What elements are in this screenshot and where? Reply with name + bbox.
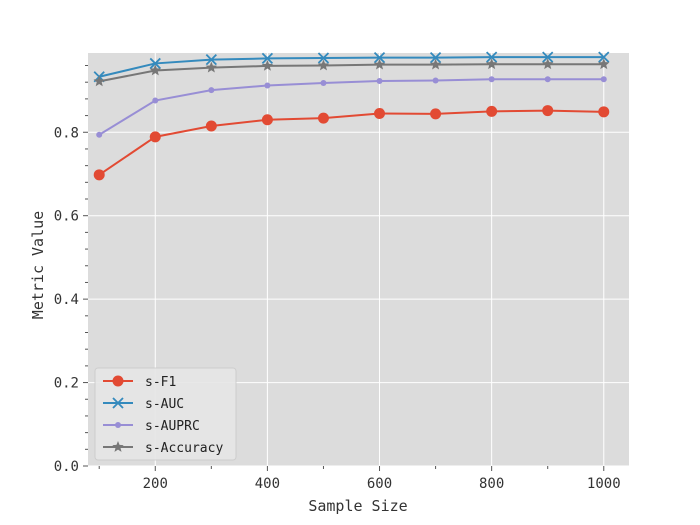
data-point — [149, 64, 161, 76]
legend-item: s-AUPRC — [103, 419, 200, 434]
legend-label: s-AUPRC — [145, 419, 200, 434]
data-point — [261, 52, 274, 65]
data-point — [264, 82, 271, 89]
x-tick-label: 1000 — [587, 476, 621, 492]
y-tick-label: 0.8 — [54, 125, 79, 141]
series-line — [98, 56, 604, 78]
data-point — [542, 58, 554, 70]
x-axis-label: Sample Size — [308, 497, 407, 515]
data-point — [598, 106, 610, 118]
data-point — [317, 52, 330, 64]
y-tick-label: 0.4 — [54, 292, 79, 308]
legend-marker — [112, 441, 124, 452]
data-point — [205, 61, 218, 73]
series-line — [98, 109, 604, 176]
legend-item: s-F1 — [103, 375, 176, 390]
data-point — [93, 169, 105, 181]
data-point — [96, 131, 103, 138]
data-point — [600, 76, 607, 83]
axis-ticks: 200 400 600 800 1000 0.0 0.2 0.4 0.6 0.8 — [54, 65, 621, 492]
data-point — [149, 131, 161, 143]
data-point — [261, 114, 273, 126]
data-point — [374, 107, 386, 119]
data-point — [208, 87, 215, 94]
data-point — [261, 59, 274, 71]
data-point — [205, 54, 217, 66]
legend-marker — [112, 397, 124, 409]
series-line — [99, 63, 604, 83]
legend-item: s-Accuracy — [103, 441, 223, 456]
series-group — [93, 51, 610, 181]
legend-item: s-AUC — [103, 397, 184, 412]
data-point — [486, 105, 498, 117]
data-point — [317, 59, 330, 71]
data-point — [542, 105, 554, 117]
y-tick-label: 0.2 — [54, 376, 79, 392]
series-3 — [93, 58, 610, 87]
data-point — [149, 57, 161, 70]
data-point — [598, 58, 610, 70]
data-point — [93, 75, 105, 87]
y-tick-label: 0.0 — [54, 459, 79, 475]
data-point — [486, 51, 498, 63]
data-point — [542, 51, 554, 63]
data-point — [485, 58, 498, 70]
data-point — [152, 97, 159, 104]
data-point — [430, 108, 442, 120]
y-tick-label: 0.6 — [54, 209, 79, 225]
grid-lines — [88, 53, 629, 467]
x-tick-label: 800 — [479, 476, 504, 492]
x-tick-label: 400 — [255, 476, 280, 492]
series-line — [98, 78, 604, 136]
x-tick-label: 200 — [143, 476, 168, 492]
data-point — [373, 58, 386, 70]
data-point — [317, 112, 329, 124]
series-2 — [96, 76, 607, 138]
data-point — [488, 76, 495, 83]
data-point — [205, 120, 217, 132]
data-point — [598, 51, 610, 63]
data-point — [429, 51, 442, 64]
series-0 — [93, 105, 610, 181]
data-point — [429, 58, 442, 70]
legend-marker — [112, 375, 124, 387]
data-point — [544, 76, 551, 83]
legend: s-F1 s-AUC s-AUPRC s-Accuracy — [94, 367, 237, 461]
legend-label: s-Accuracy — [145, 441, 223, 456]
y-axis-label: Metric Value — [29, 211, 47, 319]
data-point — [432, 77, 439, 84]
legend-label: s-AUC — [145, 397, 184, 412]
data-point — [373, 51, 386, 64]
x-tick-label: 600 — [367, 476, 392, 492]
legend-label: s-F1 — [145, 375, 176, 390]
legend-box — [94, 367, 237, 461]
data-point — [320, 80, 327, 87]
legend-marker — [115, 422, 121, 428]
data-point — [376, 77, 383, 84]
